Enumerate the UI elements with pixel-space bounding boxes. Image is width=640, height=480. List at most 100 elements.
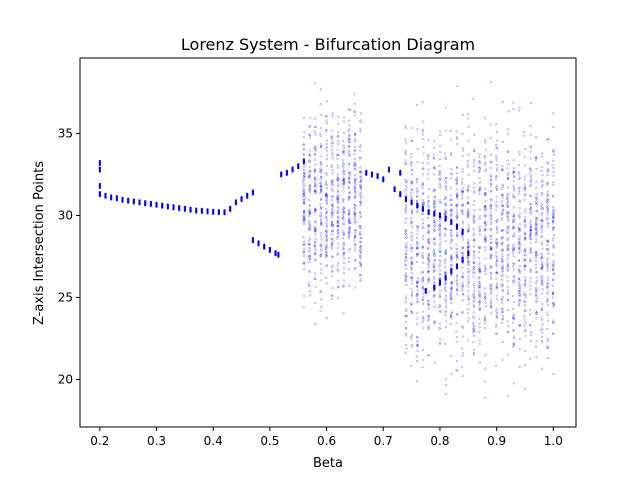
chaotic-point bbox=[439, 201, 442, 204]
chaotic-point bbox=[342, 242, 345, 245]
chaotic-point bbox=[410, 188, 413, 191]
chaotic-point bbox=[309, 190, 312, 194]
chaotic-point bbox=[405, 347, 408, 350]
chaotic-point bbox=[540, 225, 543, 229]
chaotic-point bbox=[534, 256, 538, 259]
chaotic-point bbox=[495, 294, 498, 297]
chaotic-point bbox=[530, 237, 533, 241]
chaotic-point bbox=[489, 305, 493, 309]
chaotic-point bbox=[302, 144, 305, 147]
chaotic-point bbox=[512, 206, 515, 209]
chaotic-point bbox=[353, 93, 356, 96]
chaotic-point bbox=[342, 120, 346, 123]
chaotic-point bbox=[348, 176, 351, 179]
chaotic-point bbox=[546, 239, 549, 242]
chaotic-point bbox=[450, 257, 453, 260]
chaotic-point bbox=[353, 161, 356, 165]
chaotic-point bbox=[489, 300, 493, 303]
chaotic-point bbox=[540, 230, 543, 233]
chaotic-point bbox=[529, 277, 532, 280]
chaotic-point bbox=[484, 223, 487, 226]
chaotic-point bbox=[427, 230, 430, 234]
chaotic-point bbox=[455, 172, 459, 175]
chaotic-point bbox=[314, 149, 317, 152]
chaotic-point bbox=[405, 236, 408, 240]
chaotic-point bbox=[529, 269, 532, 272]
chaotic-point bbox=[342, 198, 345, 201]
chaotic-point bbox=[359, 211, 362, 214]
chaotic-point bbox=[404, 162, 407, 165]
chaotic-point bbox=[535, 276, 538, 279]
chaotic-point bbox=[422, 318, 425, 321]
chaotic-point bbox=[416, 194, 419, 198]
chaotic-point bbox=[467, 267, 470, 271]
chaotic-point bbox=[342, 217, 345, 220]
chaotic-point bbox=[330, 243, 334, 246]
chaotic-point bbox=[354, 133, 357, 136]
y-tick-label: 30 bbox=[58, 208, 73, 222]
chaotic-point bbox=[541, 318, 544, 321]
chaotic-point bbox=[313, 153, 316, 156]
chaotic-point bbox=[348, 124, 351, 127]
chaotic-point bbox=[551, 284, 554, 287]
chaotic-point bbox=[404, 193, 408, 196]
chaotic-point bbox=[518, 237, 521, 240]
chaotic-point bbox=[547, 168, 550, 171]
chaotic-point bbox=[325, 254, 328, 257]
chaotic-point bbox=[551, 292, 555, 295]
chaotic-point bbox=[433, 305, 436, 308]
chaotic-point bbox=[444, 306, 448, 309]
chaotic-point bbox=[467, 113, 470, 116]
chaotic-point bbox=[540, 335, 544, 339]
chaotic-point bbox=[302, 186, 305, 189]
chaotic-point bbox=[415, 292, 419, 296]
chaotic-point bbox=[410, 294, 414, 297]
x-tick-label: 0.4 bbox=[204, 434, 223, 448]
chaotic-point bbox=[517, 269, 521, 272]
chaotic-point bbox=[325, 172, 328, 175]
chaotic-point bbox=[302, 148, 305, 152]
chaotic-point bbox=[540, 204, 543, 207]
chaotic-point bbox=[410, 276, 413, 279]
chaotic-point bbox=[319, 192, 322, 195]
chaotic-point bbox=[506, 268, 509, 271]
chaotic-point bbox=[444, 184, 447, 188]
chaotic-point bbox=[319, 155, 323, 158]
chaotic-point bbox=[330, 242, 334, 245]
chaotic-point bbox=[461, 193, 464, 196]
chaotic-point bbox=[501, 165, 504, 168]
chaotic-point bbox=[348, 128, 351, 131]
chaotic-point bbox=[410, 261, 414, 264]
chaotic-point bbox=[314, 221, 317, 224]
chaotic-point bbox=[347, 149, 350, 152]
chaotic-point bbox=[353, 140, 357, 143]
chaotic-point bbox=[359, 248, 362, 251]
chaotic-point bbox=[513, 189, 516, 192]
chaotic-point bbox=[325, 211, 328, 214]
chaotic-point bbox=[314, 176, 317, 179]
chaotic-point bbox=[331, 115, 334, 118]
chaotic-point bbox=[342, 312, 345, 315]
chaotic-point bbox=[439, 247, 442, 250]
chaotic-point bbox=[552, 233, 555, 237]
chaotic-point bbox=[466, 208, 469, 211]
chaotic-point bbox=[416, 380, 419, 383]
chaotic-point bbox=[524, 296, 527, 299]
chaotic-point bbox=[359, 214, 362, 217]
chaotic-point bbox=[506, 178, 510, 181]
chaotic-point bbox=[307, 215, 311, 218]
chaotic-point bbox=[496, 167, 499, 170]
chaotic-point bbox=[540, 234, 543, 238]
chaotic-point bbox=[308, 133, 311, 136]
chaotic-point bbox=[336, 228, 340, 231]
chaotic-point bbox=[456, 293, 459, 296]
chaotic-point bbox=[467, 239, 470, 242]
chaotic-point bbox=[523, 292, 526, 295]
chaotic-point bbox=[421, 261, 425, 264]
chaotic-point bbox=[359, 244, 363, 247]
chaotic-point bbox=[540, 339, 544, 342]
chaotic-point bbox=[529, 208, 532, 211]
chaotic-point bbox=[479, 233, 482, 236]
chaotic-point bbox=[518, 235, 521, 238]
chaotic-point bbox=[541, 179, 544, 182]
